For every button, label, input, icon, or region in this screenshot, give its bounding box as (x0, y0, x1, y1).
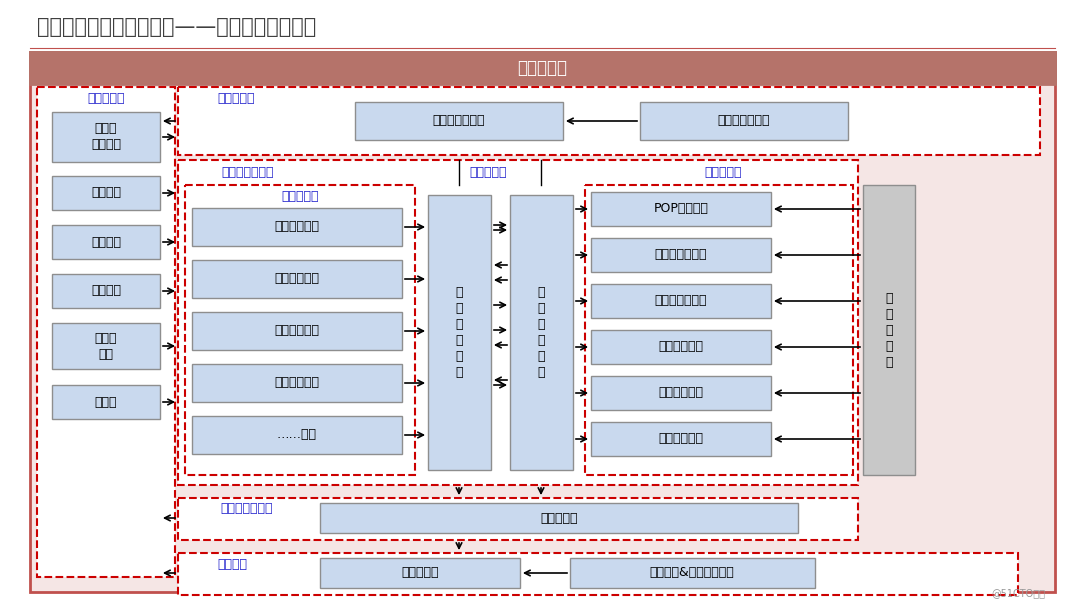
Bar (510, 195, 573, 470)
Text: 集市数据: 集市数据 (91, 285, 121, 297)
Bar (30, 52, 1055, 592)
Text: @51CTO博客: @51CTO博客 (991, 588, 1045, 598)
Bar (320, 558, 519, 588)
Bar (52, 274, 160, 308)
Text: 财务研发数据: 财务研发数据 (659, 387, 703, 399)
Bar (591, 284, 771, 318)
Text: 临
时
数
据
区: 临 时 数 据 区 (886, 291, 893, 368)
Bar (52, 385, 160, 419)
Bar (37, 87, 175, 577)
Bar (585, 185, 853, 475)
Bar (52, 112, 160, 162)
Text: 实时数据区: 实时数据区 (217, 92, 255, 106)
Text: 主题数据: 主题数据 (91, 235, 121, 249)
Text: 主题数据区: 主题数据区 (469, 165, 507, 179)
Text: 贴源数据区: 贴源数据区 (704, 165, 742, 179)
Bar (192, 364, 402, 402)
Text: 非结构化&半结构化数据: 非结构化&半结构化数据 (650, 567, 734, 579)
Bar (192, 416, 402, 454)
Bar (192, 208, 402, 246)
Bar (52, 176, 160, 210)
Text: 贴源数据: 贴源数据 (91, 187, 121, 199)
Bar (863, 185, 915, 475)
Text: 操作型明细数据: 操作型明细数据 (718, 114, 770, 128)
Bar (185, 185, 415, 475)
Text: 源系统
数据文件: 源系统 数据文件 (91, 122, 121, 151)
Text: 公
共
汇
总
数
据: 公 共 汇 总 数 据 (456, 286, 462, 379)
Bar (640, 102, 848, 140)
Text: 实验室数据: 实验室数据 (540, 511, 578, 525)
Text: 集市数据区: 集市数据区 (281, 190, 319, 204)
Text: 企业业务数据: 企业业务数据 (659, 432, 703, 446)
Text: ……集市: ……集市 (276, 429, 318, 441)
Bar (178, 553, 1018, 595)
Text: 大数据区: 大数据区 (217, 558, 247, 570)
Text: 数据集成层: 数据集成层 (517, 59, 567, 77)
Bar (591, 238, 771, 272)
Text: 主
题
明
细
数
据: 主 题 明 细 数 据 (537, 286, 544, 379)
Text: 风险管理集市: 风险管理集市 (274, 376, 320, 390)
Bar (178, 498, 858, 540)
Text: 归档数据区: 归档数据区 (87, 92, 125, 106)
Text: 企业数字化转型总体架构——数据存储层数据流: 企业数字化转型总体架构——数据存储层数据流 (37, 17, 316, 37)
Text: 增值产品数据区: 增值产品数据区 (221, 165, 274, 179)
Bar (428, 195, 491, 470)
Text: 客户管理集市: 客户管理集市 (274, 221, 320, 233)
Bar (570, 558, 815, 588)
Text: 供应链系统数据: 供应链系统数据 (654, 294, 707, 308)
Bar (30, 52, 1055, 84)
Bar (320, 503, 798, 533)
Text: 大物流系统数据: 大物流系统数据 (654, 249, 707, 261)
Text: POP白营数据: POP白营数据 (653, 202, 708, 215)
Bar (52, 323, 160, 369)
Text: 运营管理集市: 运营管理集市 (274, 325, 320, 337)
Bar (192, 312, 402, 350)
Text: 财务审计数据: 财务审计数据 (659, 340, 703, 353)
Bar (178, 87, 1040, 155)
Text: 财务管理集市: 财务管理集市 (274, 272, 320, 286)
Bar (178, 160, 858, 485)
Bar (192, 260, 402, 298)
Text: 沙盘演练数据区: 沙盘演练数据区 (220, 502, 273, 516)
Bar (355, 102, 563, 140)
Text: 操作型聚合数据: 操作型聚合数据 (433, 114, 485, 128)
Text: 高时效
数据: 高时效 数据 (95, 331, 118, 361)
Bar (591, 422, 771, 456)
Text: 大数据: 大数据 (95, 395, 118, 409)
Bar (591, 376, 771, 410)
Bar (591, 330, 771, 364)
Text: 结构化数据: 结构化数据 (402, 567, 438, 579)
Bar (591, 192, 771, 226)
Bar (52, 225, 160, 259)
